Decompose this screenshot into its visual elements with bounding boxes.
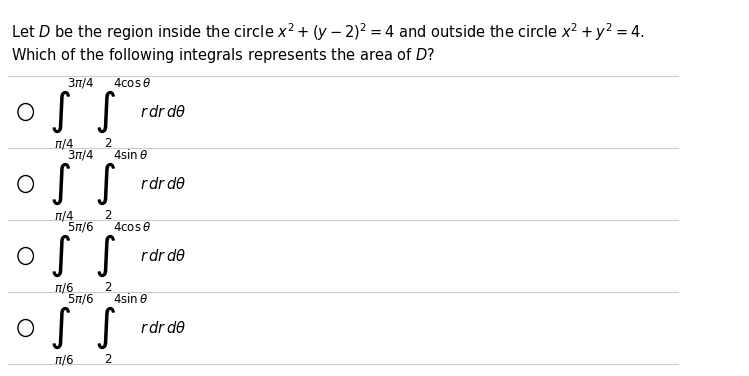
Text: $2$: $2$ [105,353,113,366]
Text: $r\,dr\,d\theta$: $r\,dr\,d\theta$ [140,320,187,336]
Text: $\int$: $\int$ [49,89,70,135]
Text: $2$: $2$ [105,137,113,150]
Text: $\pi/4$: $\pi/4$ [54,209,74,223]
Text: $\int$: $\int$ [94,233,116,279]
Text: $4\cos\theta$: $4\cos\theta$ [113,77,151,90]
Text: $\int$: $\int$ [49,233,70,279]
Text: $2$: $2$ [105,209,113,222]
Text: $\int$: $\int$ [49,161,70,207]
Text: $r\,dr\,d\theta$: $r\,dr\,d\theta$ [140,104,187,120]
Text: $\int$: $\int$ [49,305,70,351]
Text: $3\pi/4$: $3\pi/4$ [67,148,94,162]
Text: Let $D$ be the region inside the circle $x^2 + (y - 2)^2 = 4$ and outside the ci: Let $D$ be the region inside the circle … [11,21,645,43]
Text: $\int$: $\int$ [94,305,116,351]
Text: $\int$: $\int$ [94,89,116,135]
Text: $5\pi/6$: $5\pi/6$ [67,292,94,306]
Text: $2$: $2$ [105,281,113,294]
Text: $4\sin\theta$: $4\sin\theta$ [113,292,148,306]
Text: $\pi/6$: $\pi/6$ [54,281,74,295]
Text: $r\,dr\,d\theta$: $r\,dr\,d\theta$ [140,176,187,192]
Text: $r\,dr\,d\theta$: $r\,dr\,d\theta$ [140,248,187,264]
Text: $4\cos\theta$: $4\cos\theta$ [113,221,151,234]
Text: $\pi/4$: $\pi/4$ [54,137,74,151]
Text: Which of the following integrals represents the area of $D$?: Which of the following integrals represe… [11,46,435,65]
Text: $5\pi/6$: $5\pi/6$ [67,220,94,234]
Text: $\int$: $\int$ [94,161,116,207]
Text: $4\sin\theta$: $4\sin\theta$ [113,148,148,162]
Text: $3\pi/4$: $3\pi/4$ [67,76,94,90]
Text: $\pi/6$: $\pi/6$ [54,353,74,367]
